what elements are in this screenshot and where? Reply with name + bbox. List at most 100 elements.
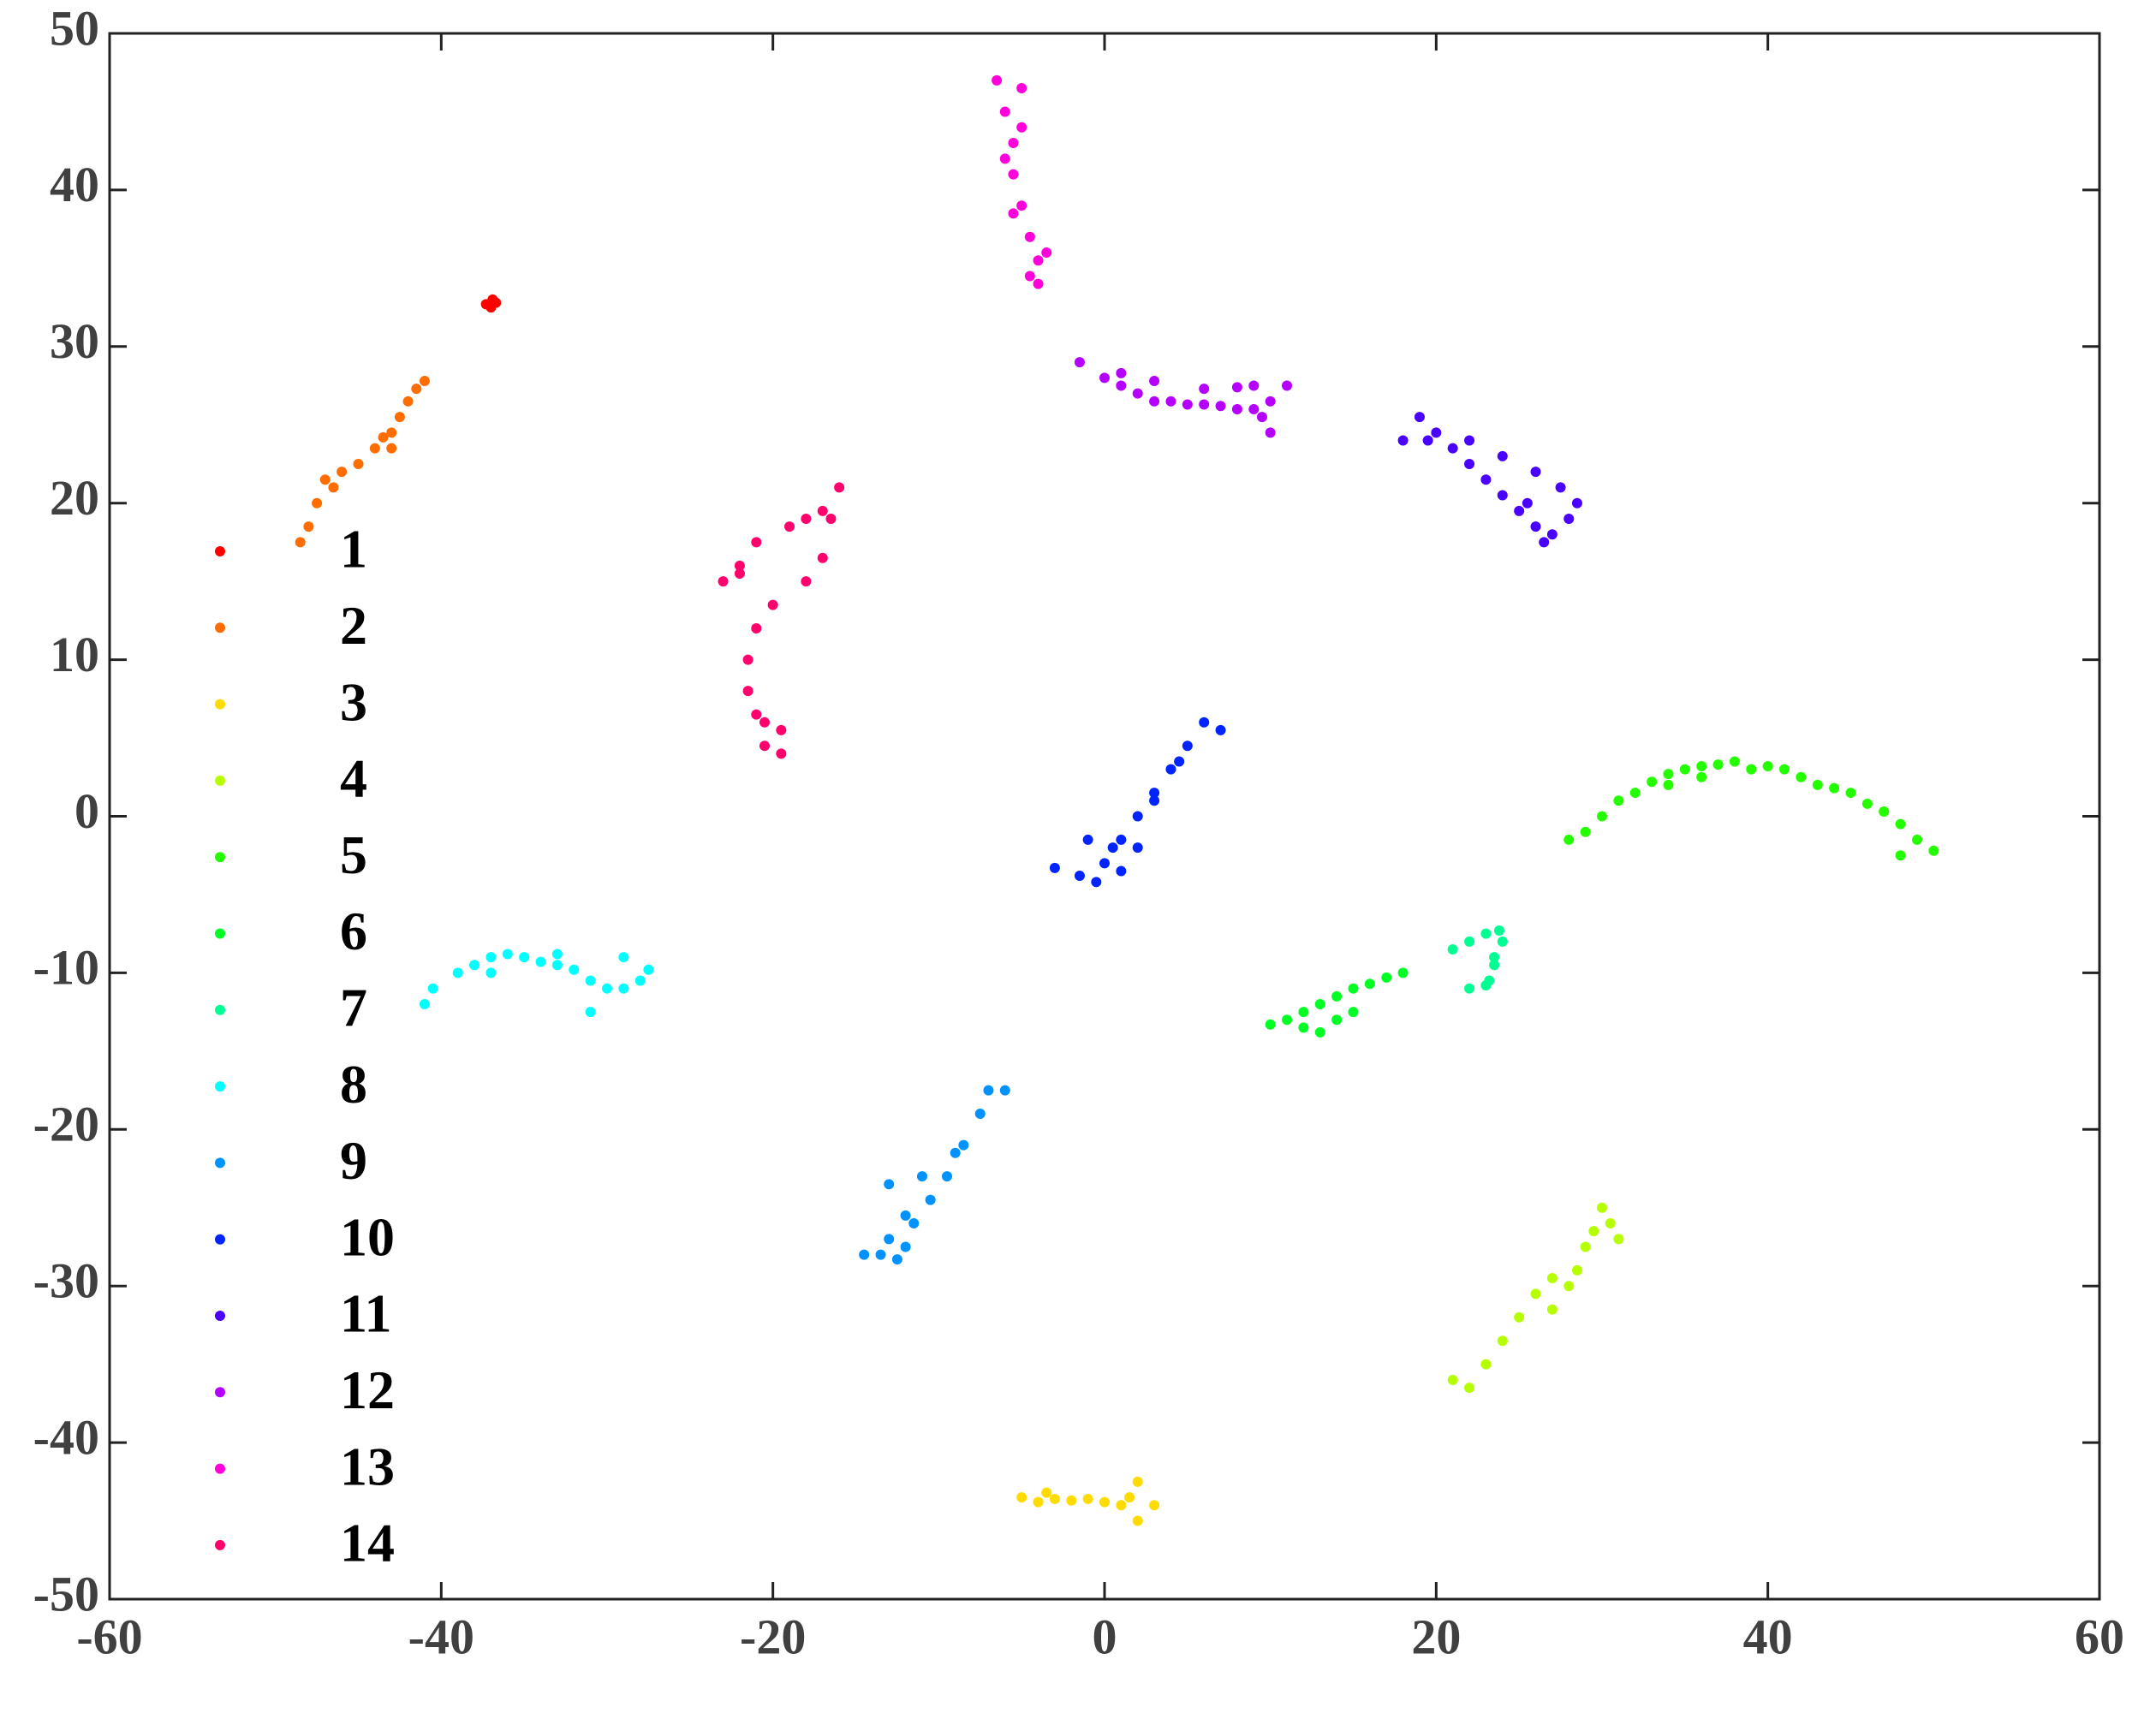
point bbox=[1248, 403, 1260, 414]
point bbox=[469, 960, 480, 971]
legend-label: 2 bbox=[340, 595, 367, 656]
point bbox=[1629, 788, 1641, 799]
point bbox=[834, 482, 845, 493]
point bbox=[1033, 1496, 1044, 1508]
point bbox=[618, 952, 629, 963]
point bbox=[1182, 741, 1193, 752]
point bbox=[784, 521, 795, 532]
point bbox=[1489, 952, 1500, 963]
legend-marker bbox=[215, 1081, 225, 1092]
point bbox=[1447, 443, 1458, 454]
point bbox=[1563, 513, 1575, 524]
point bbox=[585, 1007, 596, 1018]
point bbox=[485, 952, 497, 963]
point bbox=[1397, 435, 1409, 446]
y-tick-label: -30 bbox=[33, 1253, 99, 1309]
point bbox=[1729, 756, 1740, 767]
legend-label: 13 bbox=[340, 1436, 395, 1496]
point bbox=[1580, 826, 1591, 837]
point bbox=[884, 1179, 895, 1190]
point bbox=[1613, 795, 1624, 806]
point bbox=[1132, 388, 1143, 399]
point bbox=[1762, 760, 1773, 771]
point bbox=[1696, 760, 1707, 771]
point bbox=[1116, 380, 1127, 391]
point bbox=[1597, 1202, 1607, 1213]
point bbox=[585, 975, 596, 986]
point bbox=[1282, 1014, 1293, 1026]
point bbox=[452, 967, 463, 978]
point bbox=[1571, 497, 1582, 509]
point bbox=[1546, 529, 1557, 540]
point bbox=[1605, 1218, 1616, 1229]
point bbox=[1861, 798, 1873, 809]
point bbox=[1530, 521, 1541, 532]
point bbox=[950, 1147, 961, 1158]
point bbox=[1480, 474, 1492, 485]
point bbox=[1712, 759, 1724, 770]
legend-marker bbox=[215, 622, 225, 633]
point bbox=[992, 74, 1003, 86]
point bbox=[394, 412, 405, 423]
point bbox=[1879, 806, 1890, 818]
point bbox=[1074, 871, 1085, 882]
legend-label: 6 bbox=[340, 901, 367, 961]
y-tick-label: 30 bbox=[50, 313, 99, 369]
point bbox=[411, 384, 422, 395]
point bbox=[1265, 427, 1276, 438]
point bbox=[1555, 482, 1566, 493]
point bbox=[1647, 776, 1658, 788]
point bbox=[1464, 983, 1475, 994]
point bbox=[386, 443, 397, 454]
point bbox=[742, 654, 753, 665]
legend-label: 7 bbox=[340, 977, 367, 1038]
point bbox=[1331, 1014, 1343, 1026]
legend-marker bbox=[215, 546, 225, 556]
point bbox=[1182, 399, 1193, 410]
point bbox=[1124, 1492, 1135, 1503]
legend-label: 4 bbox=[340, 748, 367, 809]
point bbox=[1132, 842, 1143, 854]
x-tick-label: 0 bbox=[1093, 1609, 1117, 1664]
point bbox=[1514, 1312, 1525, 1323]
point bbox=[551, 960, 563, 971]
point bbox=[1480, 1359, 1492, 1370]
legend-label: 12 bbox=[340, 1359, 395, 1420]
point bbox=[1215, 401, 1226, 412]
point bbox=[983, 1085, 994, 1096]
point bbox=[1149, 795, 1160, 806]
point bbox=[386, 427, 397, 438]
point bbox=[419, 376, 430, 387]
point bbox=[1074, 357, 1085, 368]
point bbox=[1796, 771, 1807, 782]
point bbox=[1480, 980, 1492, 991]
point bbox=[1571, 1264, 1582, 1276]
point bbox=[1679, 764, 1690, 775]
point bbox=[759, 741, 770, 752]
point bbox=[1381, 972, 1392, 983]
point bbox=[1082, 834, 1093, 845]
point bbox=[1149, 788, 1160, 799]
point bbox=[1348, 1007, 1359, 1018]
y-tick-label: -40 bbox=[33, 1409, 99, 1465]
point bbox=[999, 1085, 1010, 1096]
point bbox=[1149, 396, 1160, 407]
point bbox=[551, 949, 563, 960]
point bbox=[1563, 1281, 1575, 1292]
y-tick-label: -20 bbox=[33, 1097, 99, 1152]
legend-label: 1 bbox=[340, 519, 367, 580]
point bbox=[1663, 779, 1674, 790]
point bbox=[916, 1171, 927, 1182]
point bbox=[999, 106, 1010, 117]
point bbox=[1016, 122, 1027, 133]
point bbox=[1041, 247, 1052, 259]
x-tick-label: 60 bbox=[2075, 1609, 2124, 1664]
point bbox=[1414, 412, 1425, 423]
legend-marker bbox=[215, 699, 225, 710]
point bbox=[1016, 1492, 1027, 1503]
point bbox=[1041, 1487, 1052, 1498]
point bbox=[1091, 877, 1102, 888]
legend-label: 8 bbox=[340, 1054, 367, 1115]
point bbox=[817, 505, 828, 516]
